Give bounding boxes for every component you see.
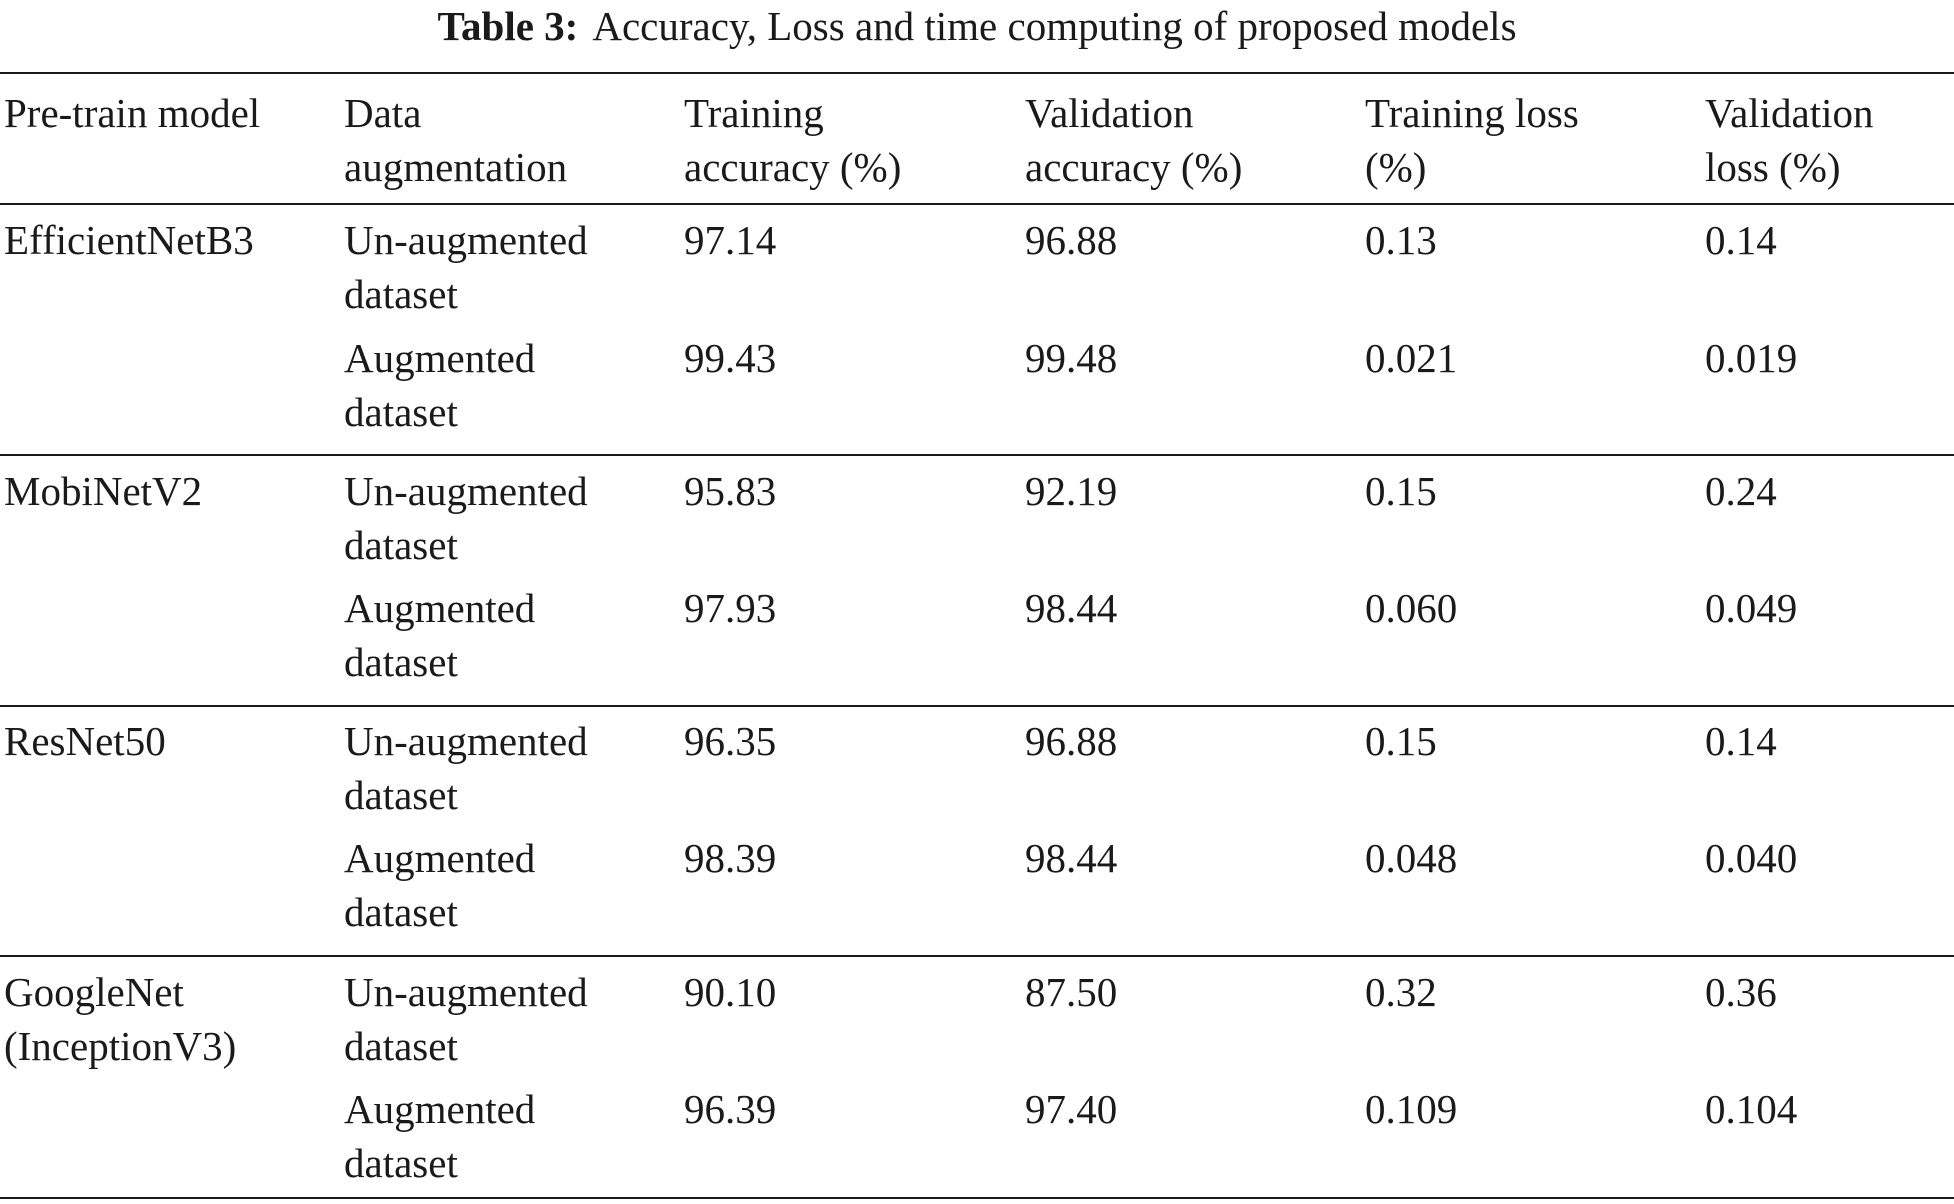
augmentation-cell: Un-augmented dataset bbox=[344, 217, 588, 317]
augmentation-cell: Un-augmented dataset bbox=[344, 969, 588, 1069]
validation-loss-cell: 0.019 bbox=[1705, 335, 1798, 381]
header-pretrain-model: Pre-train model bbox=[4, 90, 261, 136]
table-caption-label: Table 3: bbox=[437, 3, 579, 49]
validation-accuracy-cell: 96.88 bbox=[1025, 217, 1118, 263]
validation-loss-cell: 0.36 bbox=[1705, 969, 1777, 1015]
validation-accuracy-cell: 92.19 bbox=[1025, 468, 1118, 514]
header-bottom-rule bbox=[0, 203, 1954, 205]
validation-loss-cell: 0.040 bbox=[1705, 835, 1798, 881]
table-top-rule bbox=[0, 72, 1954, 74]
augmentation-cell: Augmented dataset bbox=[344, 585, 536, 685]
validation-loss-cell: 0.049 bbox=[1705, 585, 1798, 631]
training-loss-cell: 0.15 bbox=[1365, 718, 1437, 764]
validation-accuracy-cell: 98.44 bbox=[1025, 835, 1118, 881]
training-accuracy-cell: 96.39 bbox=[684, 1086, 777, 1132]
validation-accuracy-cell: 98.44 bbox=[1025, 585, 1118, 631]
model-name-cell: MobiNetV2 bbox=[4, 468, 203, 514]
validation-accuracy-cell: 97.40 bbox=[1025, 1086, 1118, 1132]
header-training-loss: Training loss (%) bbox=[1365, 90, 1579, 190]
model-name-cell: ResNet50 bbox=[4, 718, 166, 764]
table-caption: Table 3: Accuracy, Loss and time computin… bbox=[0, 2, 1954, 50]
header-validation-loss: Validation loss (%) bbox=[1705, 90, 1874, 190]
training-loss-cell: 0.13 bbox=[1365, 217, 1437, 263]
training-loss-cell: 0.15 bbox=[1365, 468, 1437, 514]
group-divider-3 bbox=[0, 955, 1954, 957]
validation-loss-cell: 0.104 bbox=[1705, 1086, 1798, 1132]
header-validation-accuracy: Validation accuracy (%) bbox=[1025, 90, 1243, 190]
training-loss-cell: 0.109 bbox=[1365, 1086, 1458, 1132]
group-divider-1 bbox=[0, 454, 1954, 456]
validation-accuracy-cell: 96.88 bbox=[1025, 718, 1118, 764]
header-data-augmentation: Data augmentation bbox=[344, 90, 568, 190]
training-accuracy-cell: 90.10 bbox=[684, 969, 777, 1015]
training-accuracy-cell: 98.39 bbox=[684, 835, 777, 881]
model-name-cell: GoogleNet (InceptionV3) bbox=[4, 969, 237, 1069]
training-loss-cell: 0.048 bbox=[1365, 835, 1458, 881]
training-accuracy-cell: 97.93 bbox=[684, 585, 777, 631]
training-loss-cell: 0.32 bbox=[1365, 969, 1437, 1015]
training-loss-cell: 0.021 bbox=[1365, 335, 1458, 381]
augmentation-cell: Augmented dataset bbox=[344, 835, 536, 935]
augmentation-cell: Un-augmented dataset bbox=[344, 468, 588, 568]
training-accuracy-cell: 99.43 bbox=[684, 335, 777, 381]
header-training-accuracy: Training accuracy (%) bbox=[684, 90, 902, 190]
model-name-cell: EfficientNetB3 bbox=[4, 217, 254, 263]
validation-loss-cell: 0.24 bbox=[1705, 468, 1777, 514]
validation-accuracy-cell: 99.48 bbox=[1025, 335, 1118, 381]
augmentation-cell: Un-augmented dataset bbox=[344, 718, 588, 818]
training-accuracy-cell: 97.14 bbox=[684, 217, 777, 263]
augmentation-cell: Augmented dataset bbox=[344, 335, 536, 435]
validation-accuracy-cell: 87.50 bbox=[1025, 969, 1118, 1015]
augmentation-cell: Augmented dataset bbox=[344, 1086, 536, 1186]
training-accuracy-cell: 96.35 bbox=[684, 718, 777, 764]
group-divider-2 bbox=[0, 705, 1954, 707]
table-bottom-rule bbox=[0, 1197, 1954, 1199]
training-accuracy-cell: 95.83 bbox=[684, 468, 777, 514]
table-caption-text: Accuracy, Loss and time computing of pro… bbox=[592, 3, 1517, 49]
validation-loss-cell: 0.14 bbox=[1705, 718, 1777, 764]
validation-loss-cell: 0.14 bbox=[1705, 217, 1777, 263]
training-loss-cell: 0.060 bbox=[1365, 585, 1458, 631]
